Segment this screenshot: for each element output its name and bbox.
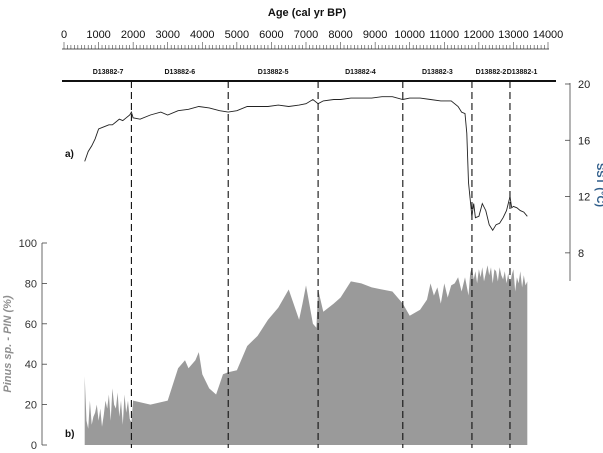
x-tick-label: 1000 [86,29,110,41]
pin-area-series [84,265,528,445]
sst-tick-label: 16 [578,135,590,147]
x-tick-label: 12000 [464,29,495,41]
x-tick-label: 2000 [121,29,145,41]
sst-line-series [84,96,528,232]
core-label: D13882-1 [507,69,538,76]
core-label: D13882-2 [476,69,507,76]
core-label: D13882-7 [93,69,124,76]
sst-y-axis-ticks: 8 12 16 20 [565,79,590,260]
pin-tick-label: 100 [19,238,37,250]
pin-tick-label: 80 [25,278,37,290]
core-boundaries [130,81,511,448]
x-tick-label: 5000 [225,29,249,41]
pin-tick-label: 40 [25,359,37,371]
x-tick-label: 7000 [294,29,318,41]
core-label: D13882-3 [422,69,453,76]
x-axis-ticks: 0 1000 2000 3000 4000 5000 6000 7000 8000 9000 100… [61,29,563,49]
x-tick-label: 0 [61,29,67,41]
pin-y-axis-ticks: 0 20 40 60 80 100 [19,238,47,452]
panel-label-a: a) [65,149,74,160]
sst-tick-label: 8 [578,248,584,260]
x-tick-label: 14000 [533,29,564,41]
x-tick-label: 10000 [394,29,425,41]
x-axis: Age (cal yr BP) 0 1000 2000 3000 4000 5000 600… [61,7,563,50]
x-axis-title: Age (cal yr BP) [268,7,347,19]
x-tick-label: 3000 [155,29,179,41]
pin-tick-label: 0 [31,440,37,452]
pin-tick-label: 60 [25,319,37,331]
sst-y-axis-title: SST (°C) [594,163,603,207]
x-tick-label: 11000 [429,29,459,41]
pin-tick-label: 20 [25,400,37,412]
x-tick-label: 8000 [328,29,352,41]
sst-tick-label: 12 [578,192,590,204]
core-bar: D13882-7 D13882-6 D13882-5 D13882-4 D13882-3… [62,69,556,82]
core-label: D13882-5 [258,69,289,76]
sst-panel: 8 12 16 20 SST (°C) a) [65,79,603,281]
pin-panel: 0 20 40 60 80 100 Pinus sp. - PIN (%) b) [2,238,528,452]
core-labels: D13882-7 D13882-6 D13882-5 D13882-4 D13882-3… [93,69,538,76]
x-tick-label: 4000 [190,29,214,41]
x-tick-label: 9000 [363,29,387,41]
x-tick-label: 13000 [498,29,529,41]
sst-tick-label: 20 [578,79,590,91]
pin-y-axis-title: Pinus sp. - PIN (%) [2,295,14,393]
panel-label-b: b) [65,429,74,440]
core-label: D13882-6 [164,69,195,76]
core-label: D13882-4 [345,69,376,76]
x-tick-label: 6000 [259,29,283,41]
